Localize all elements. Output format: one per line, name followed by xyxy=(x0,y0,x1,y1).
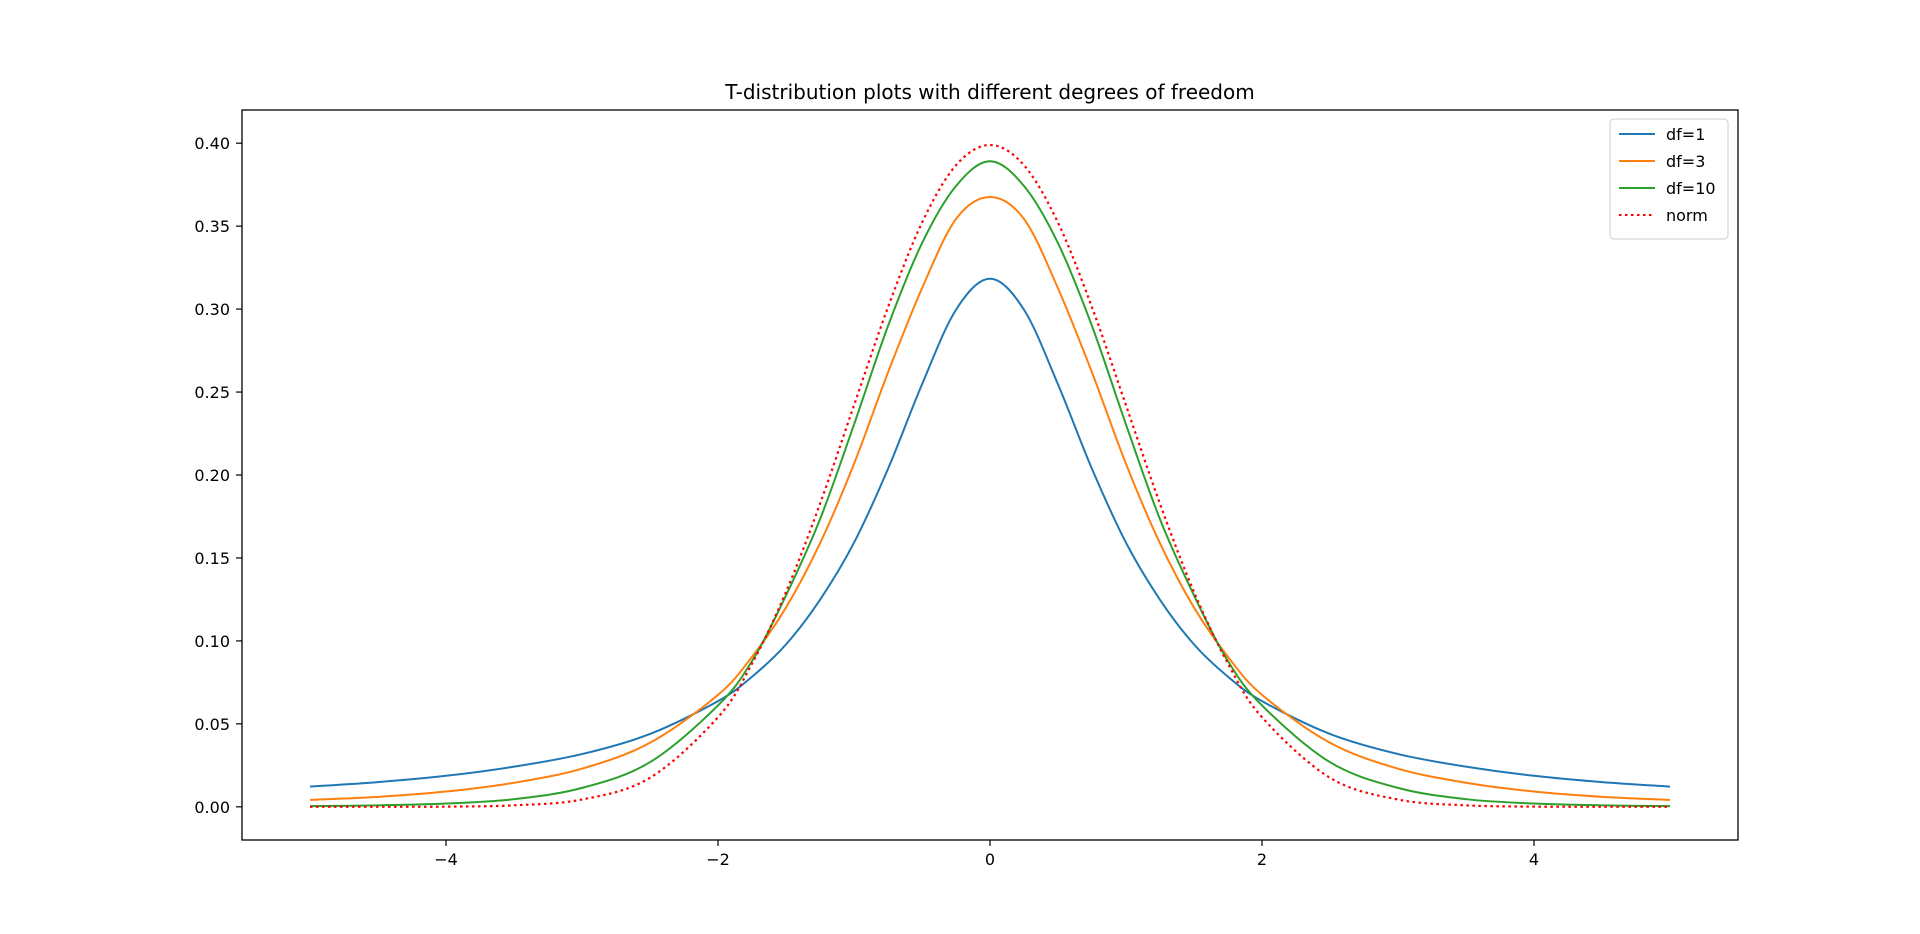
series-line-df-10 xyxy=(309,160,1671,808)
x-tick-label: 4 xyxy=(1529,850,1539,869)
y-tick-label: 0.00 xyxy=(194,798,230,817)
legend-label: df=10 xyxy=(1666,179,1716,198)
x-tick-label: −4 xyxy=(434,850,458,869)
y-tick-label: 0.10 xyxy=(194,632,230,651)
y-tick-label: 0.40 xyxy=(194,134,230,153)
chart-title: T-distribution plots with different degr… xyxy=(724,80,1254,104)
legend-label: df=1 xyxy=(1666,125,1705,144)
legend-box xyxy=(1609,118,1729,240)
series-line-norm xyxy=(309,143,1671,808)
y-tick-label: 0.35 xyxy=(194,217,230,236)
legend: df=1 df=3 df=10 norm xyxy=(1609,118,1729,240)
legend-label: df=3 xyxy=(1666,152,1705,171)
series-layer xyxy=(309,143,1671,808)
y-axis: 0.00 0.05 0.10 0.15 0.20 0.25 0.30 0.35 0.40 xyxy=(194,134,242,817)
y-tick-label: 0.05 xyxy=(194,715,230,734)
series-line-df-1 xyxy=(309,277,1671,788)
plot-area xyxy=(242,110,1738,840)
legend-label: norm xyxy=(1666,206,1708,225)
x-tick-label: 0 xyxy=(985,850,995,869)
x-tick-label: 2 xyxy=(1257,850,1267,869)
y-tick-label: 0.20 xyxy=(194,466,230,485)
y-tick-label: 0.30 xyxy=(194,300,230,319)
x-tick-label: −2 xyxy=(706,850,730,869)
series-line-df-3 xyxy=(309,195,1671,801)
x-axis: −4 −2 0 2 4 xyxy=(434,840,1539,869)
y-tick-label: 0.25 xyxy=(194,383,230,402)
y-tick-label: 0.15 xyxy=(194,549,230,568)
